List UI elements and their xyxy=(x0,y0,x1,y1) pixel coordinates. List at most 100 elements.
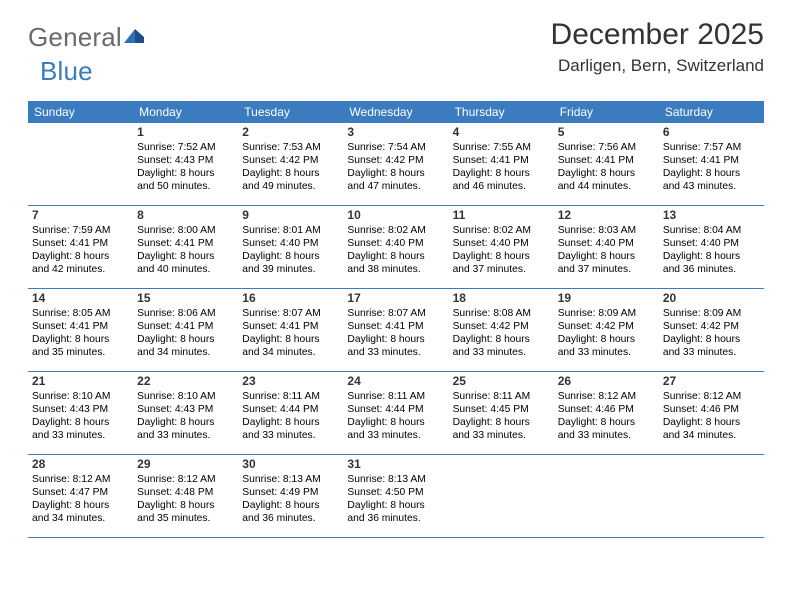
sunset-line: Sunset: 4:41 PM xyxy=(137,237,234,250)
day-cell: 24Sunrise: 8:11 AMSunset: 4:44 PMDayligh… xyxy=(343,372,448,454)
sunrise-line: Sunrise: 8:06 AM xyxy=(137,307,234,320)
daylight-line: Daylight: 8 hours and 37 minutes. xyxy=(453,250,550,276)
day-cell: 1Sunrise: 7:52 AMSunset: 4:43 PMDaylight… xyxy=(133,123,238,205)
day-cell: 25Sunrise: 8:11 AMSunset: 4:45 PMDayligh… xyxy=(449,372,554,454)
day-number: 9 xyxy=(242,208,339,224)
day-of-week-header: Saturday xyxy=(659,101,764,123)
sunset-line: Sunset: 4:42 PM xyxy=(242,154,339,167)
day-cell: 11Sunrise: 8:02 AMSunset: 4:40 PMDayligh… xyxy=(449,206,554,288)
daylight-line: Daylight: 8 hours and 38 minutes. xyxy=(347,250,444,276)
sunrise-line: Sunrise: 8:12 AM xyxy=(558,390,655,403)
daylight-line: Daylight: 8 hours and 36 minutes. xyxy=(663,250,760,276)
day-cell: 30Sunrise: 8:13 AMSunset: 4:49 PMDayligh… xyxy=(238,455,343,537)
sunset-line: Sunset: 4:43 PM xyxy=(137,403,234,416)
day-number: 1 xyxy=(137,125,234,141)
week-row: 21Sunrise: 8:10 AMSunset: 4:43 PMDayligh… xyxy=(28,372,764,455)
daylight-line: Daylight: 8 hours and 42 minutes. xyxy=(32,250,129,276)
day-number: 20 xyxy=(663,291,760,307)
day-cell: 12Sunrise: 8:03 AMSunset: 4:40 PMDayligh… xyxy=(554,206,659,288)
week-row: 1Sunrise: 7:52 AMSunset: 4:43 PMDaylight… xyxy=(28,123,764,206)
sunrise-line: Sunrise: 8:13 AM xyxy=(347,473,444,486)
sunrise-line: Sunrise: 8:02 AM xyxy=(453,224,550,237)
day-of-week-header: Wednesday xyxy=(343,101,448,123)
sunrise-line: Sunrise: 8:03 AM xyxy=(558,224,655,237)
sunset-line: Sunset: 4:40 PM xyxy=(347,237,444,250)
sunset-line: Sunset: 4:41 PM xyxy=(32,237,129,250)
daylight-line: Daylight: 8 hours and 35 minutes. xyxy=(137,499,234,525)
day-cell: 28Sunrise: 8:12 AMSunset: 4:47 PMDayligh… xyxy=(28,455,133,537)
day-cell: 22Sunrise: 8:10 AMSunset: 4:43 PMDayligh… xyxy=(133,372,238,454)
sunset-line: Sunset: 4:41 PM xyxy=(453,154,550,167)
day-cell xyxy=(659,455,764,537)
day-number: 26 xyxy=(558,374,655,390)
daylight-line: Daylight: 8 hours and 34 minutes. xyxy=(32,499,129,525)
day-cell: 19Sunrise: 8:09 AMSunset: 4:42 PMDayligh… xyxy=(554,289,659,371)
daylight-line: Daylight: 8 hours and 39 minutes. xyxy=(242,250,339,276)
sunset-line: Sunset: 4:40 PM xyxy=(663,237,760,250)
daylight-line: Daylight: 8 hours and 33 minutes. xyxy=(347,333,444,359)
sunrise-line: Sunrise: 8:04 AM xyxy=(663,224,760,237)
sunset-line: Sunset: 4:44 PM xyxy=(347,403,444,416)
day-cell: 10Sunrise: 8:02 AMSunset: 4:40 PMDayligh… xyxy=(343,206,448,288)
sunset-line: Sunset: 4:46 PM xyxy=(558,403,655,416)
daylight-line: Daylight: 8 hours and 33 minutes. xyxy=(453,416,550,442)
daylight-line: Daylight: 8 hours and 43 minutes. xyxy=(663,167,760,193)
sunset-line: Sunset: 4:43 PM xyxy=(137,154,234,167)
day-number: 24 xyxy=(347,374,444,390)
day-number: 27 xyxy=(663,374,760,390)
sunrise-line: Sunrise: 8:05 AM xyxy=(32,307,129,320)
sunrise-line: Sunrise: 7:54 AM xyxy=(347,141,444,154)
daylight-line: Daylight: 8 hours and 40 minutes. xyxy=(137,250,234,276)
day-cell: 17Sunrise: 8:07 AMSunset: 4:41 PMDayligh… xyxy=(343,289,448,371)
daylight-line: Daylight: 8 hours and 50 minutes. xyxy=(137,167,234,193)
sunset-line: Sunset: 4:40 PM xyxy=(558,237,655,250)
day-number: 14 xyxy=(32,291,129,307)
daylight-line: Daylight: 8 hours and 37 minutes. xyxy=(558,250,655,276)
day-of-week-header: Monday xyxy=(133,101,238,123)
sunset-line: Sunset: 4:41 PM xyxy=(347,320,444,333)
week-row: 14Sunrise: 8:05 AMSunset: 4:41 PMDayligh… xyxy=(28,289,764,372)
day-number: 11 xyxy=(453,208,550,224)
daylight-line: Daylight: 8 hours and 47 minutes. xyxy=(347,167,444,193)
calendar-grid: SundayMondayTuesdayWednesdayThursdayFrid… xyxy=(28,101,764,538)
day-cell: 2Sunrise: 7:53 AMSunset: 4:42 PMDaylight… xyxy=(238,123,343,205)
day-number: 6 xyxy=(663,125,760,141)
day-cell: 26Sunrise: 8:12 AMSunset: 4:46 PMDayligh… xyxy=(554,372,659,454)
daylight-line: Daylight: 8 hours and 34 minutes. xyxy=(663,416,760,442)
sunrise-line: Sunrise: 8:01 AM xyxy=(242,224,339,237)
sunrise-line: Sunrise: 8:07 AM xyxy=(347,307,444,320)
sunset-line: Sunset: 4:49 PM xyxy=(242,486,339,499)
title-block: December 2025 Darligen, Bern, Switzerlan… xyxy=(551,18,764,76)
daylight-line: Daylight: 8 hours and 36 minutes. xyxy=(347,499,444,525)
sunset-line: Sunset: 4:50 PM xyxy=(347,486,444,499)
sunset-line: Sunset: 4:44 PM xyxy=(242,403,339,416)
day-number: 22 xyxy=(137,374,234,390)
calendar-page: General December 2025 Darligen, Bern, Sw… xyxy=(0,0,792,548)
sunrise-line: Sunrise: 8:10 AM xyxy=(32,390,129,403)
day-cell: 18Sunrise: 8:08 AMSunset: 4:42 PMDayligh… xyxy=(449,289,554,371)
day-cell: 3Sunrise: 7:54 AMSunset: 4:42 PMDaylight… xyxy=(343,123,448,205)
day-of-week-header: Sunday xyxy=(28,101,133,123)
day-number: 18 xyxy=(453,291,550,307)
day-cell: 20Sunrise: 8:09 AMSunset: 4:42 PMDayligh… xyxy=(659,289,764,371)
day-cell: 31Sunrise: 8:13 AMSunset: 4:50 PMDayligh… xyxy=(343,455,448,537)
sunrise-line: Sunrise: 8:09 AM xyxy=(558,307,655,320)
daylight-line: Daylight: 8 hours and 34 minutes. xyxy=(137,333,234,359)
day-number: 3 xyxy=(347,125,444,141)
day-number: 13 xyxy=(663,208,760,224)
day-number: 28 xyxy=(32,457,129,473)
daylight-line: Daylight: 8 hours and 36 minutes. xyxy=(242,499,339,525)
day-cell: 4Sunrise: 7:55 AMSunset: 4:41 PMDaylight… xyxy=(449,123,554,205)
daylight-line: Daylight: 8 hours and 33 minutes. xyxy=(558,333,655,359)
sunrise-line: Sunrise: 7:59 AM xyxy=(32,224,129,237)
day-number: 2 xyxy=(242,125,339,141)
day-cell: 23Sunrise: 8:11 AMSunset: 4:44 PMDayligh… xyxy=(238,372,343,454)
sunrise-line: Sunrise: 8:08 AM xyxy=(453,307,550,320)
sunrise-line: Sunrise: 8:00 AM xyxy=(137,224,234,237)
sunset-line: Sunset: 4:47 PM xyxy=(32,486,129,499)
sunrise-line: Sunrise: 8:12 AM xyxy=(663,390,760,403)
sunset-line: Sunset: 4:42 PM xyxy=(453,320,550,333)
week-row: 7Sunrise: 7:59 AMSunset: 4:41 PMDaylight… xyxy=(28,206,764,289)
day-cell: 27Sunrise: 8:12 AMSunset: 4:46 PMDayligh… xyxy=(659,372,764,454)
daylight-line: Daylight: 8 hours and 33 minutes. xyxy=(137,416,234,442)
